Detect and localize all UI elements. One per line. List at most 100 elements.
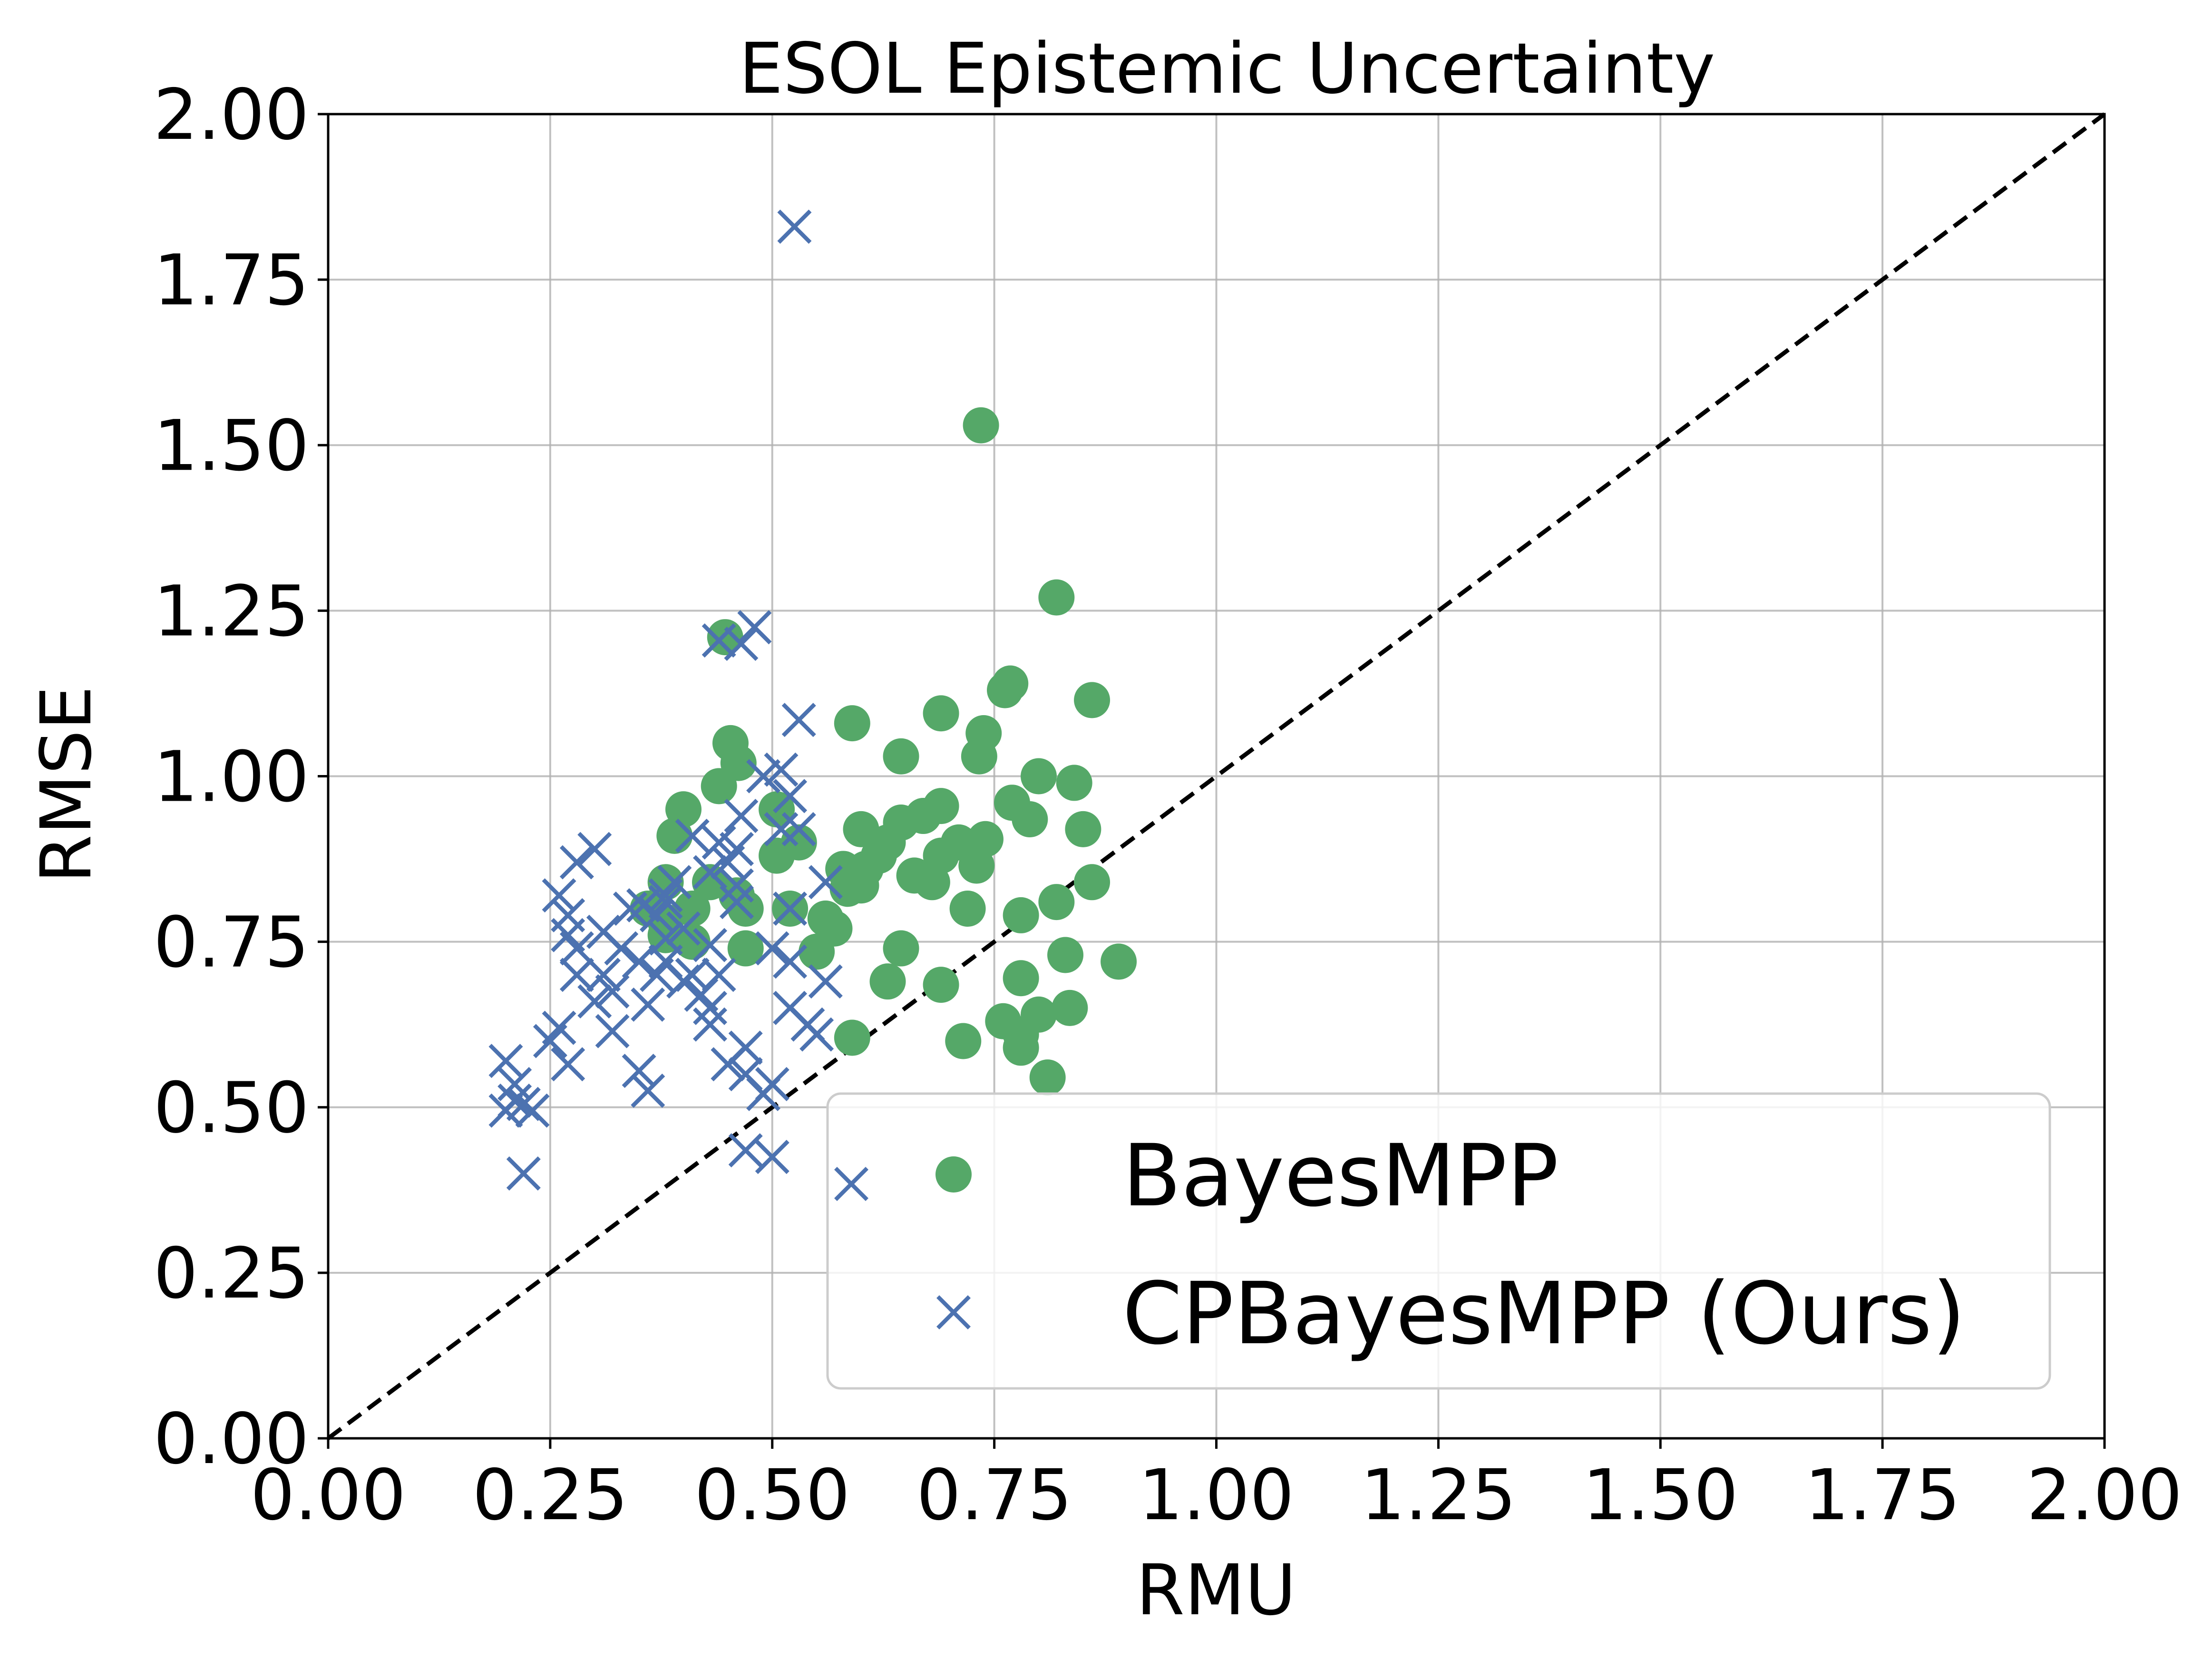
x-tick-label: 2.00	[2027, 1454, 2182, 1536]
cpbayesmpp-point	[808, 865, 843, 900]
cpbayesmpp-point	[586, 958, 621, 992]
bayesmpp-point	[674, 891, 711, 927]
cpbayesmpp-point-stroke	[702, 825, 736, 860]
cpbayesmpp-point	[764, 752, 799, 787]
cpbayesmpp-point-stroke	[675, 818, 710, 853]
bayesmpp-point	[923, 695, 959, 732]
legend-bayesmpp-marker	[935, 1156, 972, 1193]
cpbayesmpp-point-stroke	[622, 944, 656, 979]
cpbayesmpp-point	[693, 1007, 728, 1042]
bayesmpp-point	[1003, 1029, 1039, 1066]
legend: BayesMPP CPBayesMPP (Ours)	[826, 1092, 2051, 1390]
cpbayesmpp-point-stroke	[626, 888, 661, 923]
cpbayesmpp-point-stroke	[728, 1133, 763, 1168]
cpbayesmpp-point	[506, 1156, 541, 1191]
cpbayesmpp-point-stroke	[542, 878, 576, 913]
cpbayesmpp-point	[702, 825, 736, 860]
cpbayesmpp-point	[497, 1067, 532, 1102]
cpbayesmpp-point-stroke	[755, 931, 789, 966]
cpbayesmpp-point-stroke	[586, 958, 621, 992]
bayesmpp-point	[869, 963, 906, 1000]
cpbayesmpp-point-stroke	[799, 1017, 834, 1052]
cpbayesmpp-point-stroke	[773, 944, 808, 979]
bayesmpp-point	[1065, 811, 1101, 847]
cpbayesmpp-point	[577, 984, 612, 1018]
cpbayesmpp-point	[777, 209, 812, 244]
bayesmpp-point	[759, 837, 795, 874]
cpbayesmpp-point	[693, 990, 728, 1025]
cpbayesmpp-point-stroke	[693, 990, 728, 1025]
cpbayesmpp-point	[746, 759, 781, 794]
cpbayesmpp-point	[648, 878, 683, 913]
cpbayesmpp-point	[755, 931, 789, 966]
cpbayesmpp-point-stroke	[497, 1067, 532, 1102]
bayesmpp-point	[1003, 960, 1039, 997]
cpbayesmpp-point	[577, 832, 612, 866]
cpbayesmpp-point	[559, 958, 594, 992]
cpbayesmpp-point	[724, 799, 759, 834]
cpbayesmpp-point	[711, 1047, 745, 1082]
cpbayesmpp-point-stroke	[746, 1076, 781, 1111]
cpbayesmpp-point-stroke	[684, 978, 719, 1012]
cpbayesmpp-point-stroke	[693, 855, 728, 890]
cpbayesmpp-point-stroke	[622, 1054, 656, 1088]
cpbayesmpp-point	[533, 1024, 567, 1058]
bayesmpp-point	[1052, 989, 1088, 1026]
y-axis-label: RMSE	[26, 686, 107, 883]
cpbayesmpp-point	[781, 703, 816, 737]
bayesmpp-point	[1003, 897, 1039, 933]
cpbayesmpp-point-stroke	[724, 626, 759, 661]
cpbayesmpp-point-stroke	[773, 779, 808, 814]
bayesmpp-point	[914, 864, 950, 901]
cpbayesmpp-point-stroke	[720, 885, 754, 920]
bayesmpp-point	[1038, 884, 1075, 921]
y-tick-label: 1.00	[154, 737, 309, 818]
cpbayesmpp-point-stroke	[808, 964, 843, 999]
cpbayesmpp-point-stroke	[613, 891, 647, 926]
cpbayesmpp-point-stroke	[631, 1073, 665, 1108]
cpbayesmpp-point	[773, 944, 808, 979]
cpbayesmpp-point-stroke	[737, 610, 772, 645]
x-tick-label: 0.50	[694, 1454, 850, 1536]
cpbayesmpp-point	[711, 845, 745, 880]
x-tick-label: 1.50	[1583, 1454, 1738, 1536]
bayesmpp-point	[719, 877, 755, 914]
cpbayesmpp-point	[724, 626, 759, 661]
cpbayesmpp-point-stroke	[724, 799, 759, 834]
cpbayesmpp-point	[799, 1017, 834, 1052]
cpbayesmpp-point-stroke	[808, 865, 843, 900]
cpbayesmpp-point	[720, 868, 754, 903]
cpbayesmpp-point-stroke	[711, 845, 745, 880]
bayesmpp-point	[961, 738, 997, 775]
y-tick-label: 0.50	[154, 1067, 309, 1149]
cpbayesmpp-point-stroke	[586, 914, 621, 949]
bayesmpp-point	[949, 891, 986, 927]
cpbayesmpp-point-stroke	[648, 878, 683, 913]
cpbayesmpp-point-stroke	[577, 984, 612, 1018]
bayesmpp-point	[1056, 765, 1092, 801]
bayesmpp-point	[883, 738, 919, 775]
bayesmpp-point	[843, 811, 879, 847]
cpbayesmpp-point	[488, 1093, 523, 1128]
y-tick-label: 1.75	[154, 240, 309, 321]
y-tick-label: 0.00	[154, 1398, 309, 1480]
y-tick-label: 0.75	[154, 902, 309, 983]
cpbayesmpp-point	[728, 1133, 763, 1168]
cpbayesmpp-point-stroke	[781, 812, 816, 846]
bayesmpp-point	[727, 930, 764, 967]
cpbayesmpp-point	[764, 812, 799, 846]
cpbayesmpp-point-stroke	[720, 868, 754, 903]
cpbayesmpp-point	[595, 974, 630, 1009]
bayesmpp-point	[1074, 682, 1111, 718]
bayesmpp-point	[656, 817, 693, 854]
cpbayesmpp-point-stroke	[666, 911, 701, 946]
cpbayesmpp-point-stroke	[559, 845, 594, 880]
data-points	[488, 209, 1137, 1191]
bayesmpp-point	[1038, 579, 1075, 616]
cpbayesmpp-point-stroke	[781, 703, 816, 737]
legend-bayesmpp-label: BayesMPP	[1122, 1126, 1559, 1226]
y-tick-label: 2.00	[154, 74, 309, 155]
cpbayesmpp-point	[622, 1054, 656, 1088]
cpbayesmpp-point	[781, 812, 816, 846]
